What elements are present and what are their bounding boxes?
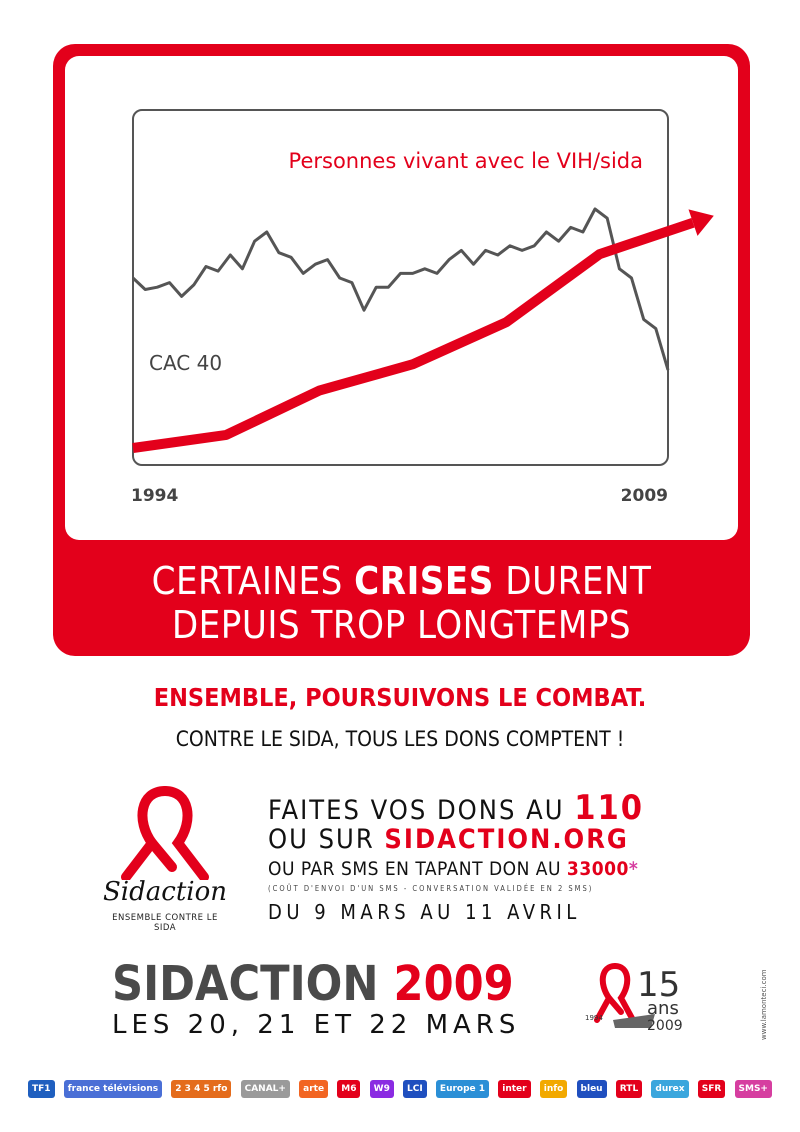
sponsor-logos: TF1 france télévisions 2 3 4 5 rfo CANAL… (28, 1077, 772, 1101)
anniversary-number: 15 (637, 965, 680, 1005)
sponsor-logo: TF1 (28, 1080, 55, 1098)
chart: Personnes vivant avec le VIH/sida CAC 40… (131, 109, 714, 506)
sponsor-logo: france télévisions (63, 1080, 163, 1098)
red-ribbon-icon (121, 786, 209, 882)
donation-web-line: OU SUR SIDACTION.ORG (268, 824, 629, 855)
sponsor-logo: RTL (615, 1080, 643, 1098)
sponsor-logo: arte (299, 1080, 329, 1098)
sms-asterisk: * (628, 858, 639, 880)
sponsor-logo: M6 (337, 1080, 361, 1098)
sponsor-logo: CANAL+ (240, 1080, 290, 1098)
anniversary-ribbon-icon: 15 ans 1994 2009 (585, 963, 683, 1034)
sponsor-logo: LCI (403, 1080, 427, 1098)
anniversary-start-year: 1994 (585, 1014, 603, 1022)
logo-tagline: ENSEMBLE CONTRE LE SIDA (112, 913, 218, 933)
x-start-label: 1994 (131, 486, 178, 506)
side-url: www.lamonteci.com (760, 969, 768, 1040)
sponsor-logo: Europe 1 (435, 1080, 490, 1098)
donation-sms-number: 33000 (566, 858, 629, 880)
sidaction-logo: Sidaction ENSEMBLE CONTRE LE SIDA (100, 785, 230, 935)
donation-website-link[interactable]: SIDACTION.ORG (384, 824, 629, 855)
sponsor-logo: 2 3 4 5 rfo (171, 1080, 232, 1098)
cac40-line (131, 207, 670, 371)
sponsor-logo: inter (498, 1080, 531, 1098)
donation-phone-line: FAITES VOS DONS AU 110 (268, 788, 645, 828)
vih-line (132, 217, 695, 453)
sms-cost-note: (COÛT D'ENVOI D'UN SMS - CONVERSATION VA… (268, 884, 594, 893)
x-end-label: 2009 (621, 486, 668, 506)
anniversary-badge: 15 ans 1994 2009 (585, 962, 695, 1042)
donation-period: DU 9 MARS AU 11 AVRIL (268, 900, 581, 924)
sponsor-logo: W9 (369, 1080, 394, 1098)
donation-phone-number[interactable]: 110 (574, 788, 645, 828)
anniversary-end-year: 2009 (647, 1018, 683, 1034)
vih-series-label: Personnes vivant avec le VIH/sida (289, 149, 643, 173)
sponsor-logo: bleu (576, 1080, 607, 1098)
slogan-subtitle: CONTRE LE SIDA, TOUS LES DONS COMPTENT ! (175, 727, 625, 751)
sponsor-logo: info (539, 1080, 568, 1098)
donation-sms-line: OU PAR SMS EN TAPANT DON AU 33000* (268, 858, 639, 880)
logo-name: Sidaction (103, 877, 227, 907)
sponsor-logo: SMS+ (734, 1080, 772, 1098)
anniversary-unit: ans (647, 998, 679, 1019)
event-title: SIDACTION 2009 (112, 956, 514, 1012)
sponsor-logo: durex (651, 1080, 689, 1098)
event-dates: LES 20, 21 ET 22 MARS (112, 1010, 521, 1040)
cac40-series-label: CAC 40 (149, 351, 222, 375)
sponsor-logo: SFR (697, 1080, 726, 1098)
poster-frame: Personnes vivant avec le VIH/sida CAC 40… (53, 44, 750, 656)
headline-line-1: CERTAINES CRISES DURENT (151, 559, 652, 603)
headline-line-2: DEPUIS TROP LONGTEMPS (171, 603, 632, 647)
chart-panel: Personnes vivant avec le VIH/sida CAC 40… (65, 56, 738, 540)
chart-plot-area (132, 109, 669, 466)
slogan-title: ENSEMBLE, POURSUIVONS LE COMBAT. (153, 683, 647, 712)
vih-arrowhead (688, 209, 714, 236)
